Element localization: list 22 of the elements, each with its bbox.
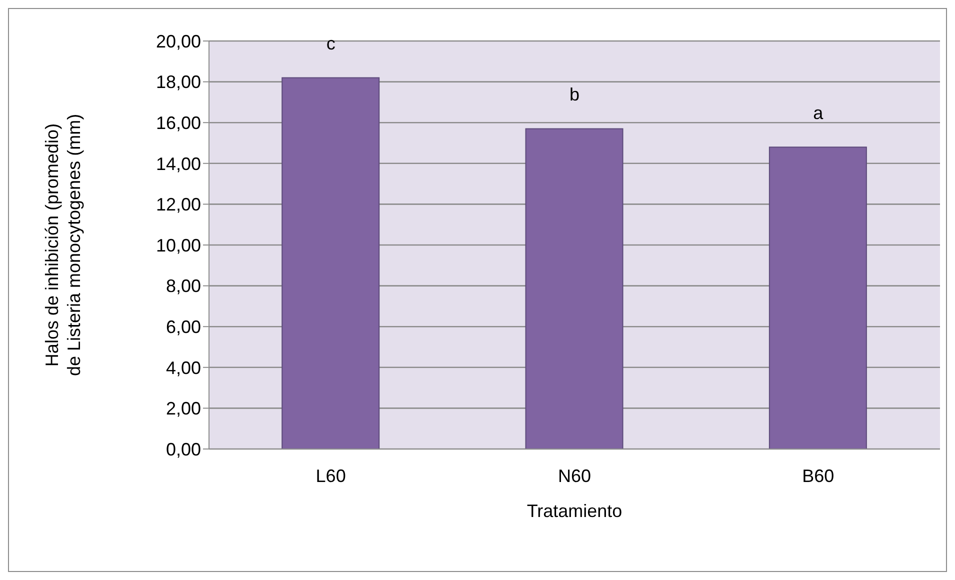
x-tick-label: L60 <box>316 466 346 486</box>
y-tick-label: 18,00 <box>156 72 201 92</box>
y-tick-label: 6,00 <box>166 316 201 337</box>
y-tick-label: 10,00 <box>156 235 201 256</box>
annotation: c <box>326 34 336 54</box>
y-tick-label: 16,00 <box>156 112 201 133</box>
bar <box>282 77 380 449</box>
y-tick-label: 4,00 <box>166 358 201 378</box>
x-tick-label: B60 <box>802 466 834 486</box>
y-tick-label: 2,00 <box>166 398 201 419</box>
y-tick-label: 0,00 <box>166 439 201 460</box>
y-tick-label: 8,00 <box>166 276 201 296</box>
y-tick-label: 14,00 <box>156 154 201 174</box>
y-tick-label: 20,00 <box>156 31 201 52</box>
annotation: a <box>813 103 824 124</box>
x-tick-label: N60 <box>558 466 592 486</box>
bar <box>768 146 867 449</box>
y-axis-title: Halos de inhibición (promedio) de Listeria monocytogenes (mm) <box>42 114 84 376</box>
y-tick-label: 12,00 <box>156 194 201 215</box>
annotation: b <box>569 84 580 105</box>
bar <box>525 128 624 449</box>
x-axis-title: Tratamiento <box>526 501 622 521</box>
